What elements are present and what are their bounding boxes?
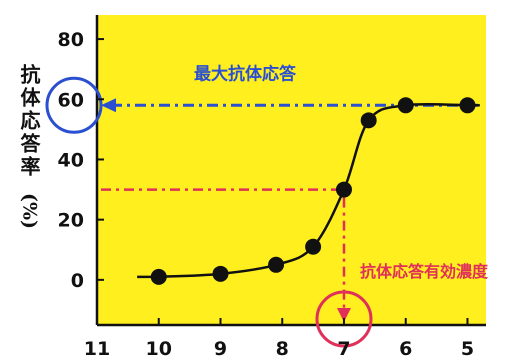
effective-concentration-circle [315,290,373,348]
y-tick-label: 60 [58,89,84,111]
x-tick-label: 5 [461,338,474,360]
max-response-annotation: 最大抗体応答 [194,63,297,84]
y-tick-label: 20 [58,210,84,232]
y-axis-title: 抗体応答率 [17,64,41,179]
effective-concentration-annotation: 抗体応答有効濃度 [360,262,489,281]
x-tick-label: 7 [337,338,350,360]
y-tick-label: 0 [71,270,84,292]
max-response-circle [45,76,103,134]
data-point [335,181,352,198]
y-axis-label: 抗体応答率 (%) [14,64,44,229]
data-point [459,97,476,114]
x-tick-label: 6 [399,338,412,360]
data-point [360,112,377,129]
x-tick-label: 11 [84,338,110,360]
y-axis-unit: (%) [18,193,41,230]
y-tick-label: 80 [58,29,84,51]
effective-arrow-head [336,308,351,322]
data-point [397,97,414,114]
data-point [268,256,285,273]
x-tick-label: 10 [146,338,172,360]
data-point [305,238,322,255]
max-response-arrow-head [101,98,116,113]
x-tick-label: 9 [214,338,227,360]
data-point [212,265,229,282]
x-tick-label: 8 [276,338,289,360]
data-point [150,268,167,285]
y-tick-label: 40 [58,149,84,171]
